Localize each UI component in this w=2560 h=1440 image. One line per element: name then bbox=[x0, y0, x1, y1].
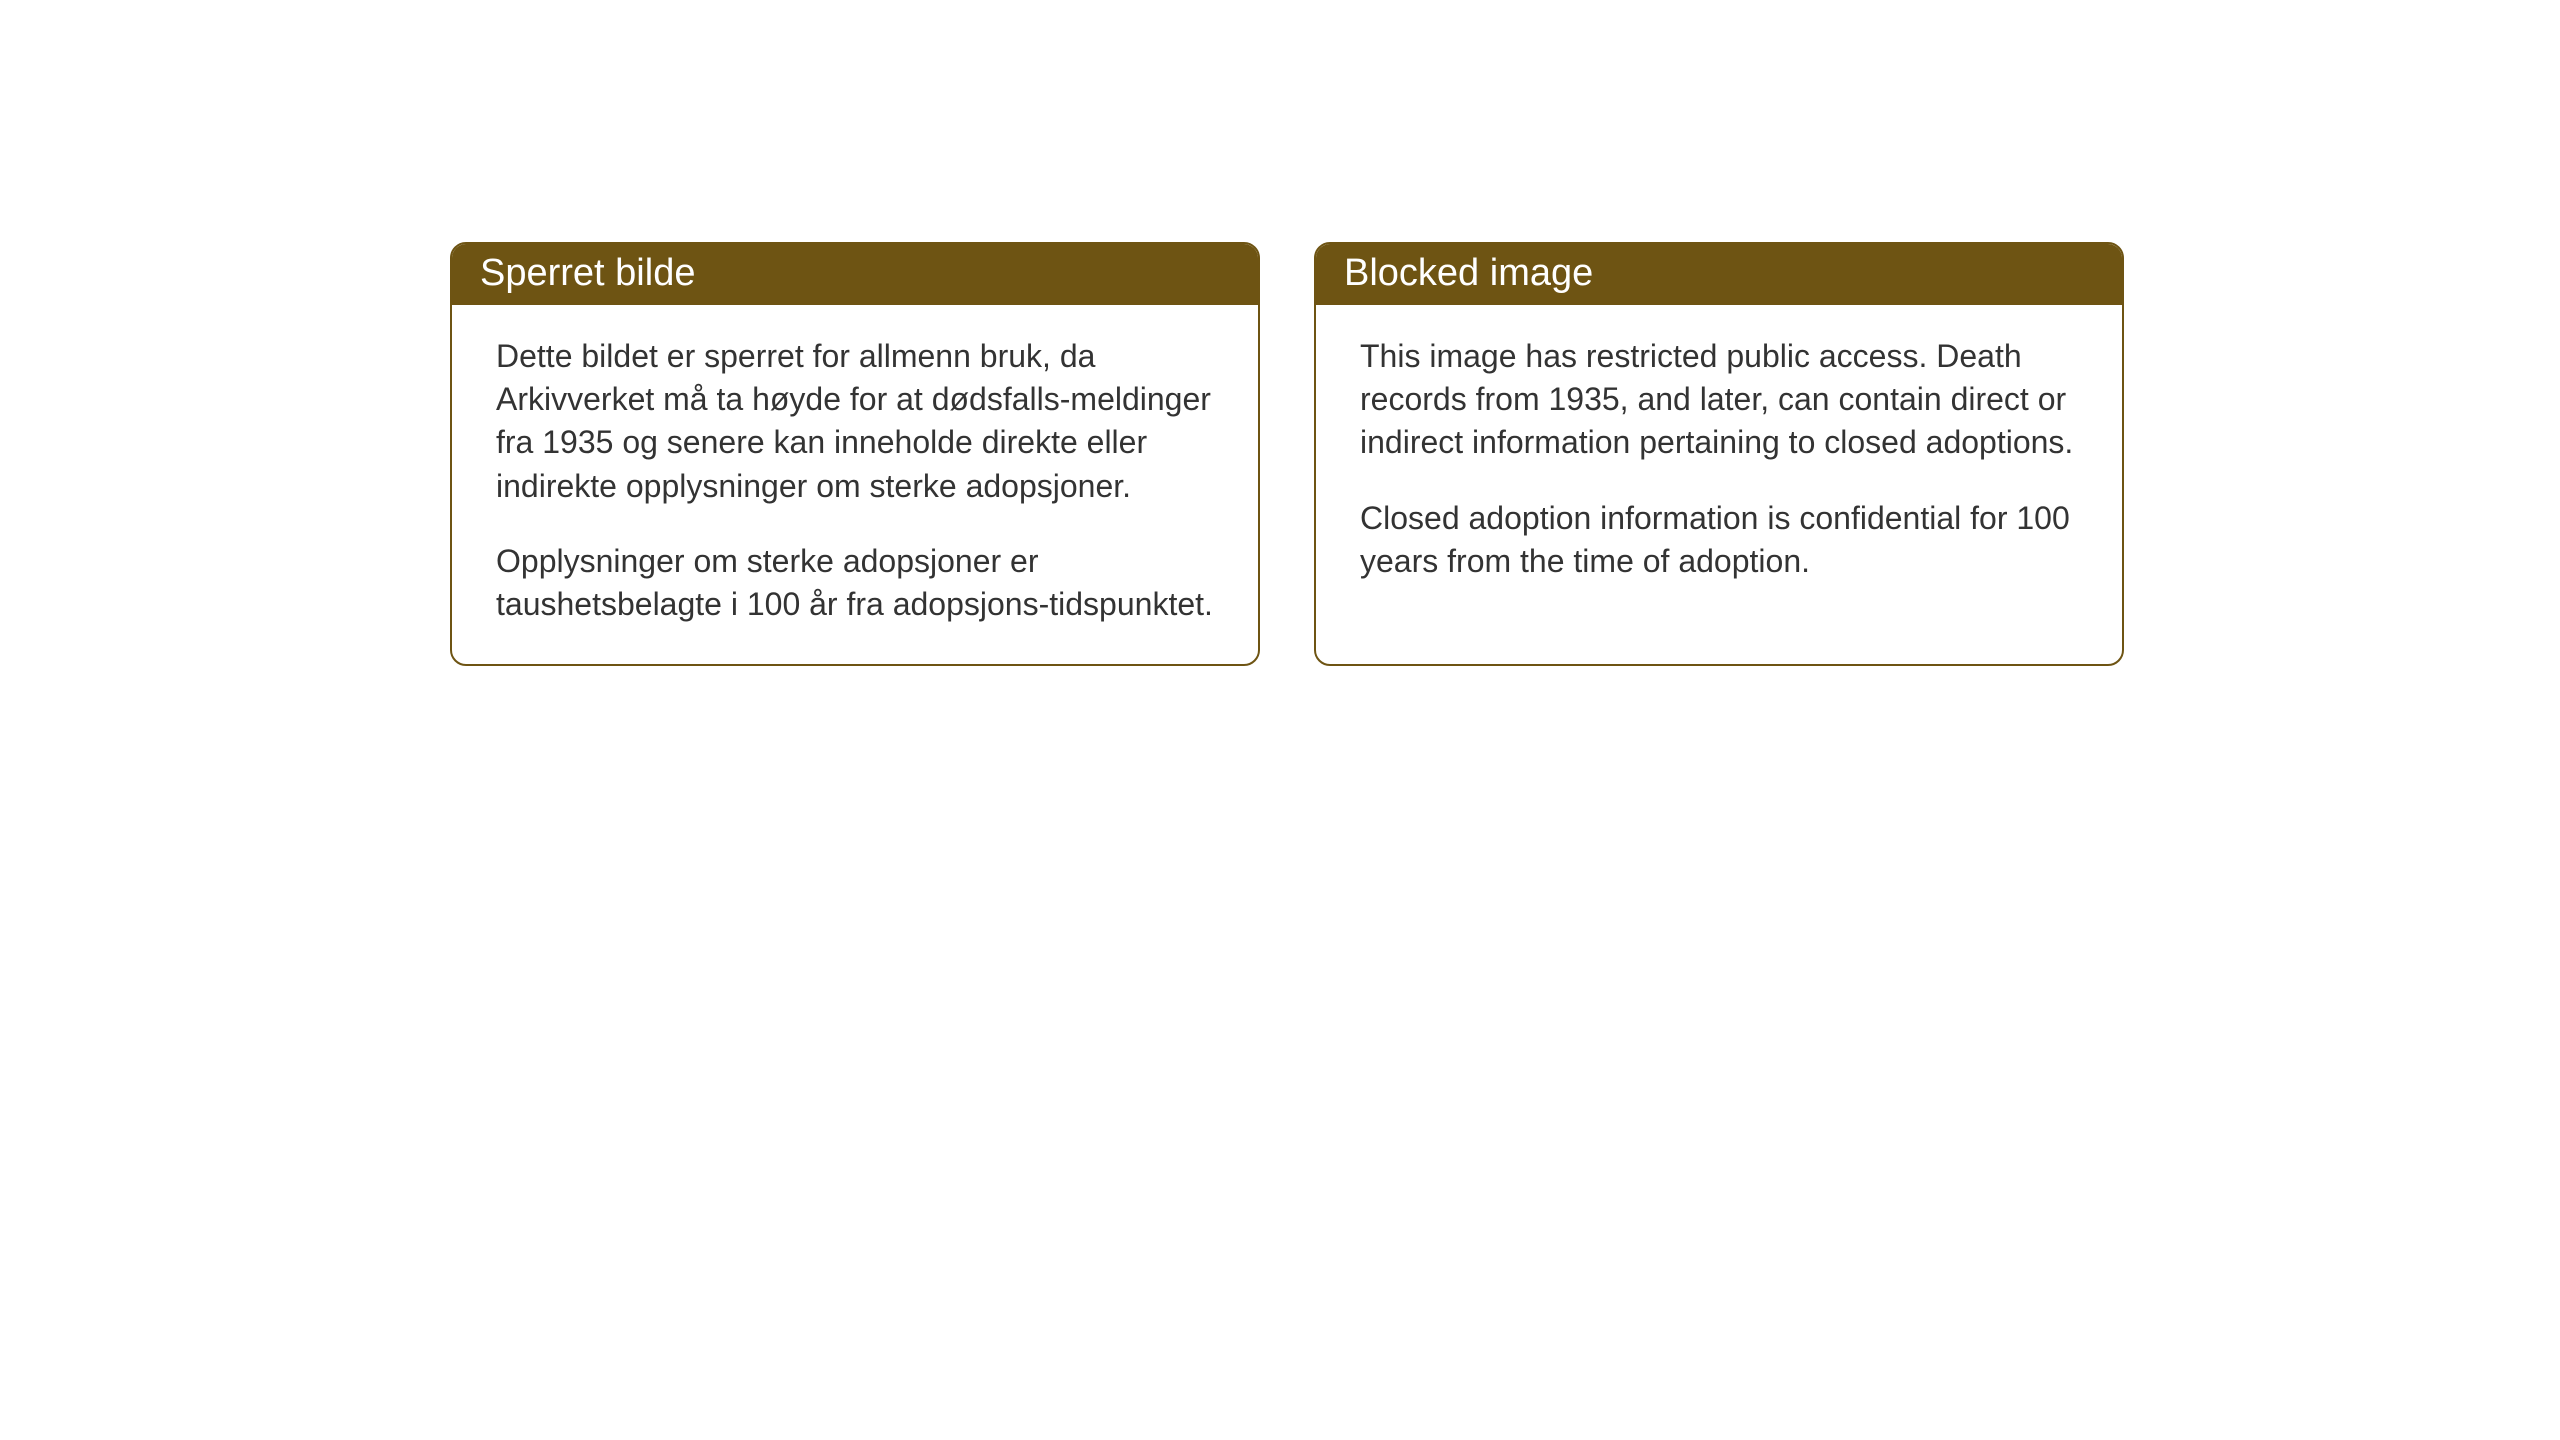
cards-container: Sperret bilde Dette bildet er sperret fo… bbox=[450, 242, 2124, 666]
card-english: Blocked image This image has restricted … bbox=[1314, 242, 2124, 666]
card-english-paragraph-2: Closed adoption information is confident… bbox=[1360, 497, 2078, 583]
card-norwegian-body: Dette bildet er sperret for allmenn bruk… bbox=[452, 305, 1258, 664]
card-norwegian: Sperret bilde Dette bildet er sperret fo… bbox=[450, 242, 1260, 666]
card-english-header: Blocked image bbox=[1316, 244, 2122, 305]
card-norwegian-paragraph-2: Opplysninger om sterke adopsjoner er tau… bbox=[496, 540, 1214, 626]
card-norwegian-header: Sperret bilde bbox=[452, 244, 1258, 305]
card-english-title: Blocked image bbox=[1344, 252, 1593, 294]
card-norwegian-paragraph-1: Dette bildet er sperret for allmenn bruk… bbox=[496, 335, 1214, 508]
card-english-paragraph-1: This image has restricted public access.… bbox=[1360, 335, 2078, 465]
card-english-body: This image has restricted public access.… bbox=[1316, 305, 2122, 621]
card-norwegian-title: Sperret bilde bbox=[480, 252, 695, 294]
